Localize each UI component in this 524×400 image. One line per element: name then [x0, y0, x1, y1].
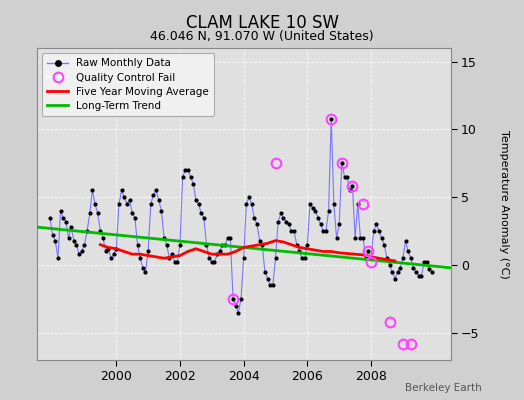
Text: Berkeley Earth: Berkeley Earth: [406, 383, 482, 393]
Y-axis label: Temperature Anomaly (°C): Temperature Anomaly (°C): [499, 130, 509, 278]
Legend: Raw Monthly Data, Quality Control Fail, Five Year Moving Average, Long-Term Tren: Raw Monthly Data, Quality Control Fail, …: [42, 53, 214, 116]
Text: 46.046 N, 91.070 W (United States): 46.046 N, 91.070 W (United States): [150, 30, 374, 43]
Text: CLAM LAKE 10 SW: CLAM LAKE 10 SW: [185, 14, 339, 32]
